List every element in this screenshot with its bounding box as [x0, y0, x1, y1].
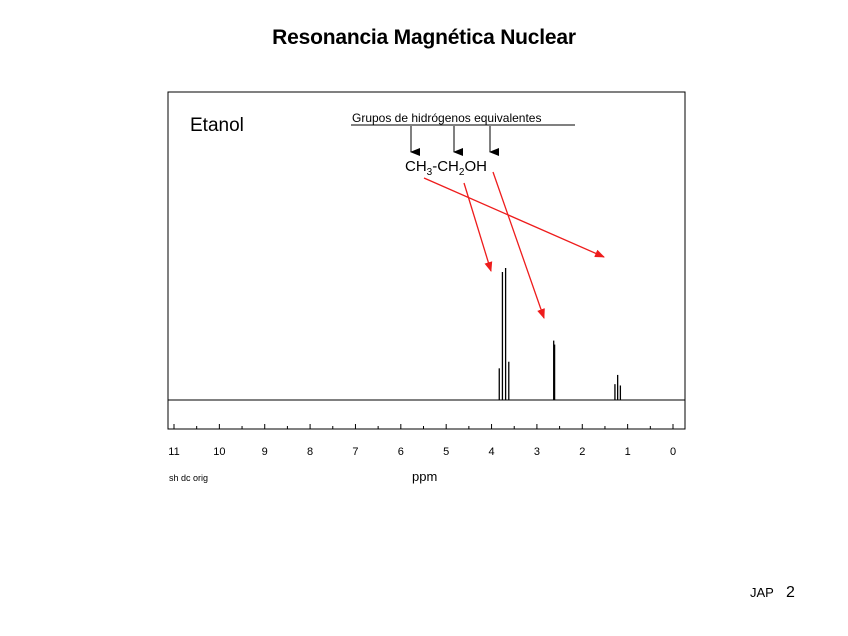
plot-frame — [167, 91, 686, 430]
x-tick-label: 9 — [262, 446, 268, 458]
page-number: 2 — [786, 584, 795, 601]
x-tick-label: 7 — [352, 446, 358, 458]
slide-title: Resonancia Magnética Nuclear — [272, 26, 576, 49]
x-tick-label: 2 — [579, 446, 585, 458]
formula-sub-2: 2 — [459, 167, 465, 178]
compound-label: Etanol — [190, 115, 244, 136]
x-tick-label: 4 — [488, 446, 494, 458]
formula: CH3-CH2OH — [405, 158, 487, 178]
x-tick-label: 5 — [443, 446, 449, 458]
annotation-header: Grupos de hidrógenos equivalentes — [352, 111, 541, 125]
x-axis-label: ppm — [412, 469, 437, 484]
formula-part-ch: CH — [405, 158, 427, 175]
x-tick-label: 10 — [213, 446, 225, 458]
x-tick-label: 11 — [168, 446, 179, 458]
x-tick-label: 0 — [670, 446, 676, 458]
formula-sub-3: 3 — [427, 167, 433, 178]
x-tick-label: 6 — [398, 446, 404, 458]
assignment-arrow-ch2 — [463, 182, 493, 272]
spectrum-small-label: sh dc orig — [169, 473, 208, 483]
x-tick-label: 1 — [625, 446, 631, 458]
author-initials: JAP — [750, 585, 774, 600]
formula-part-ch2: -CH — [432, 158, 459, 175]
assignment-arrow-oh — [492, 171, 545, 319]
x-tick-label: 8 — [307, 446, 313, 458]
assignment-arrow-ch3 — [423, 177, 605, 258]
x-tick-label: 3 — [534, 446, 540, 458]
formula-part-oh: OH — [464, 158, 487, 175]
